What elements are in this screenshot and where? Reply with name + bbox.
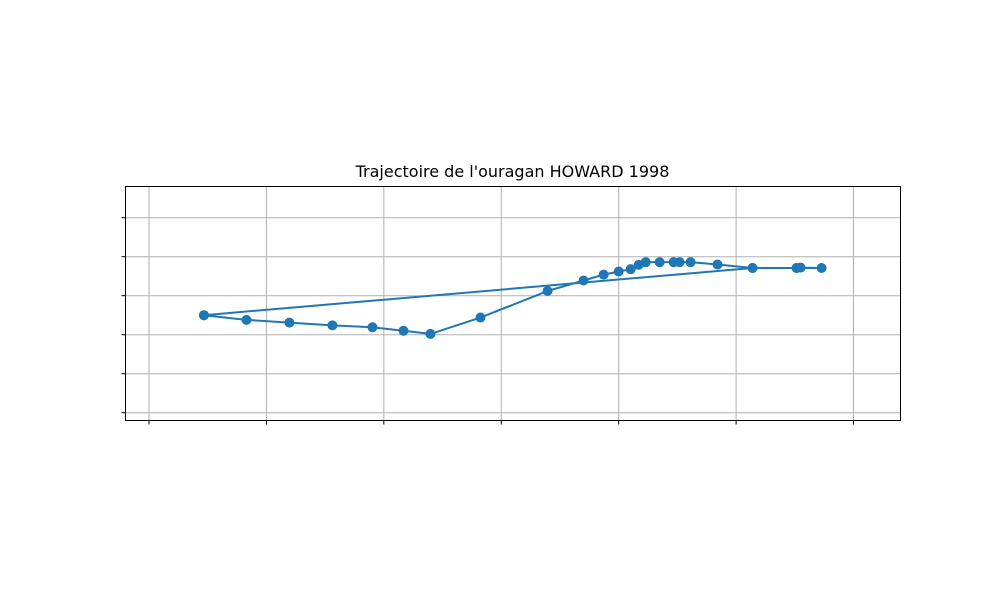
data-point (640, 257, 651, 268)
data-point (712, 259, 723, 270)
axis-ticks (121, 217, 855, 425)
data-point (598, 269, 609, 280)
data-point (198, 310, 209, 321)
plot-area-frame (125, 186, 901, 421)
data-point (475, 312, 486, 323)
series-line (203, 261, 823, 335)
data-point (542, 286, 553, 297)
data-point (791, 263, 802, 274)
data-point (398, 325, 409, 336)
data-point (685, 257, 696, 268)
trajectory-points (198, 257, 827, 339)
data-point (816, 263, 827, 274)
chart-title: Trajectoire de l'ouragan HOWARD 1998 (355, 162, 670, 181)
data-point (241, 314, 252, 325)
data-point (674, 257, 685, 268)
data-point (654, 257, 665, 268)
data-point (367, 322, 378, 333)
data-point (284, 317, 295, 328)
data-point (747, 263, 758, 274)
data-point (578, 275, 589, 286)
trajectory-line (203, 261, 823, 335)
data-point (613, 266, 624, 277)
data-point (327, 320, 338, 331)
grid (125, 186, 901, 421)
data-point (625, 264, 636, 275)
data-point (425, 328, 436, 339)
